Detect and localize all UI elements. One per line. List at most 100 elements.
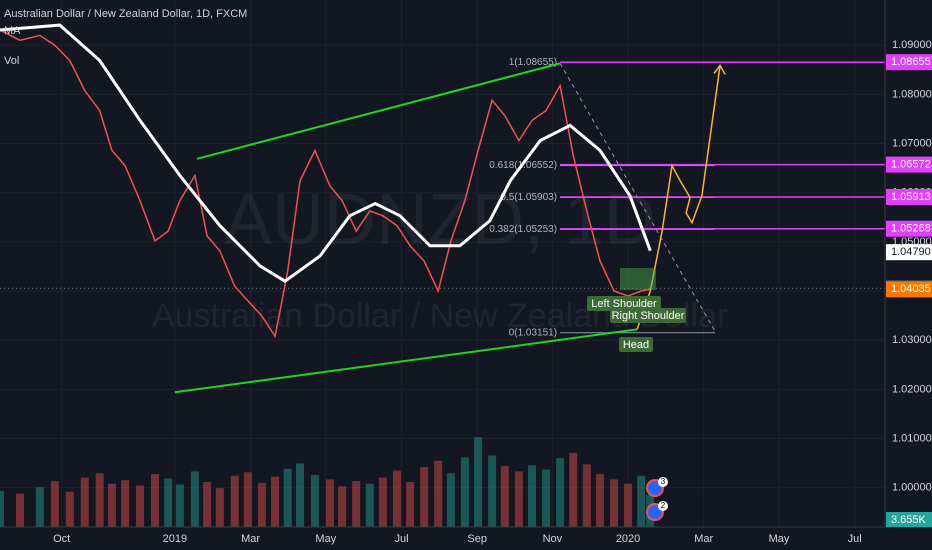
x-tick-label: Mar	[694, 533, 713, 545]
legend-item: MA	[4, 25, 21, 37]
price-tag	[886, 54, 932, 71]
x-tick-label: Sep	[467, 533, 487, 545]
volume-bar	[624, 483, 633, 527]
volume-bar	[283, 468, 292, 527]
volume-bar	[175, 484, 184, 527]
price-tag	[886, 281, 932, 298]
volume-bar	[514, 471, 523, 527]
fib-label: 1(1.08655)	[509, 57, 557, 68]
volume-bar	[80, 477, 89, 527]
fib-label: 0(1.03151)	[509, 327, 557, 338]
volume-bar	[352, 481, 361, 527]
price-tag	[886, 156, 932, 173]
fib-label: 0.5(1.05903)	[500, 192, 557, 203]
x-tick-label: Nov	[543, 533, 563, 545]
volume-bar	[15, 493, 24, 527]
volume-bar	[150, 474, 159, 527]
volume-bar	[446, 473, 455, 527]
price-tag	[886, 244, 932, 261]
x-tick-label: 2020	[616, 533, 640, 545]
annotation: Right Shoulder	[612, 310, 685, 322]
event-badge	[658, 501, 668, 511]
volume-bar	[434, 460, 443, 527]
volume-bar	[121, 480, 130, 527]
volume-bar	[325, 479, 334, 527]
volume-bar	[392, 470, 401, 527]
annotation-box	[587, 296, 661, 311]
channel-line	[174, 328, 638, 394]
annotation: Head	[623, 339, 649, 351]
volume-bar	[595, 474, 604, 527]
volume-bar	[637, 475, 646, 527]
price-tag-label: 1.04035	[891, 283, 931, 295]
volume-bar	[257, 482, 266, 527]
volume-bar	[203, 482, 212, 527]
volume-bar	[164, 478, 173, 527]
price-tag	[886, 188, 932, 205]
volume-bar	[542, 469, 551, 527]
x-tick-label: Jul	[394, 533, 408, 545]
volume-bar	[406, 482, 415, 527]
event-count: 3	[661, 477, 666, 486]
volume-bar	[610, 479, 619, 527]
x-tick-label: Mar	[241, 533, 260, 545]
volume-bar	[190, 471, 199, 527]
annotation-box	[610, 308, 686, 323]
legend-item: Vol	[4, 55, 19, 67]
y-tick-label: 1.03000	[892, 334, 932, 346]
volume-bar	[295, 463, 304, 527]
axes: 1.090001.080001.070001.060001.050001.040…	[53, 39, 932, 545]
projection-path	[636, 65, 721, 330]
y-tick-label: 1.07000	[892, 137, 932, 149]
x-tick-label: May	[769, 533, 790, 545]
channel-line	[196, 62, 561, 160]
x-tick-label: 2019	[163, 533, 187, 545]
x-tick-label: Jul	[848, 533, 862, 545]
x-tick-label: May	[315, 533, 336, 545]
price-tag	[886, 220, 932, 237]
event-count: 2	[661, 501, 666, 510]
volume-bar	[365, 483, 374, 527]
grid	[0, 0, 885, 527]
price-tag-label: 1.06572	[891, 158, 931, 170]
y-tick-label: 1.08000	[892, 88, 932, 100]
volume-bar	[378, 477, 387, 527]
event-badge	[658, 477, 668, 487]
volume-bar	[338, 486, 347, 527]
volume-bar	[474, 437, 483, 527]
volume-bar	[107, 483, 116, 527]
volume-bar	[460, 457, 469, 527]
watermark-symbol: AUDNZD, 1D	[224, 180, 656, 260]
y-tick-label: 1.09000	[892, 39, 932, 51]
y-tick-label: 1.00000	[892, 482, 932, 494]
volume-bar	[582, 464, 591, 527]
volume-bar	[527, 465, 536, 527]
price-tag-label: 1.05913	[891, 191, 931, 203]
fib-label: 0.382(1.05253)	[489, 224, 557, 235]
price-tag-label: 1.05268	[891, 223, 931, 235]
volume-bar	[65, 491, 74, 527]
volume-bar	[50, 481, 59, 527]
arrow-head	[713, 64, 726, 75]
shoulder-zone	[620, 268, 656, 290]
annotation: Left Shoulder	[591, 298, 657, 310]
volume-tag-label: 3.655K	[891, 514, 927, 526]
volume-bar	[569, 452, 578, 527]
volume-bar	[310, 474, 319, 527]
volume-bar	[271, 476, 280, 527]
volume-bar	[556, 458, 565, 527]
price-tag-label: 1.08655	[891, 56, 931, 68]
plot: 1(1.08655)0.618(1.06552)0.5(1.05903)0.38…	[0, 23, 885, 527]
x-tick-label: Oct	[53, 533, 70, 545]
price-axis	[885, 0, 932, 527]
volume-bar	[420, 467, 429, 527]
chart-title: Australian Dollar / New Zealand Dollar, …	[4, 8, 247, 20]
volume-bar	[243, 472, 252, 527]
y-tick-label: 1.01000	[892, 432, 932, 444]
volume-bar	[488, 455, 497, 527]
volume-bar	[95, 473, 104, 527]
volume-bar	[230, 475, 239, 527]
